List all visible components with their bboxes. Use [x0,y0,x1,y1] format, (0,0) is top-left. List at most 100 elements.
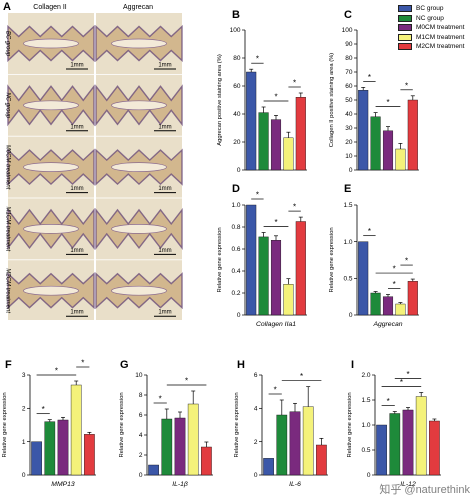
bar [84,434,95,476]
significance-star: * [368,227,371,236]
tissue-outline [95,272,183,310]
bar [389,413,401,476]
legend-label: M0CM treatment [416,24,465,32]
disc-space [23,224,79,234]
y-tick-label: 0 [237,167,241,174]
column-header: Aggrecan [123,4,153,11]
significance-star: * [185,377,188,386]
legend-item: NC group [398,14,474,24]
y-tick-label: 8 [139,392,143,399]
disc-space [111,100,167,111]
bar [295,221,306,316]
y-tick-label: 2.0 [361,372,370,379]
chart-i: I 0 0.5 1.0 1.5 2.0 Relative gene expression IL… [347,359,441,488]
y-tick-label: 0 [349,167,353,174]
y-tick-label: 20 [345,139,353,146]
significance-star: * [405,257,408,266]
legend-label: BC group [416,5,444,13]
significance-star: * [400,378,403,387]
y-tick-label: 20 [233,139,241,146]
y-tick-label: 6 [139,412,143,419]
bar [276,414,288,476]
legend-item: BC group [398,4,474,14]
y-tick-label: 0.4 [231,268,240,275]
y-tick-label: 1.5 [361,397,370,404]
y-tick-label: 40 [233,111,241,118]
y-tick-label: 60 [233,83,241,90]
tissue-outline [95,24,183,63]
legend-swatch [398,43,412,51]
histology-image: 1mm [7,13,95,74]
bar [295,96,306,171]
bar [270,119,282,171]
y-axis-label: Relative gene expression [234,392,240,457]
y-tick-label: 6 [254,372,258,379]
row-label: M1CM treatment [5,207,11,252]
bar [370,116,381,171]
bar [258,112,269,171]
histology-image: 1mm [95,74,183,136]
bar [289,411,301,476]
tissue-outline [7,272,95,310]
x-axis-label: Aggrecan [372,321,402,328]
scale-bar-label: 1mm [158,124,171,130]
significance-star: * [81,359,84,368]
bar [283,137,294,171]
y-tick-label: 100 [230,27,241,34]
panel-letter: F [5,359,12,371]
histology-image: 1mm [7,136,95,198]
legend-label: M2CM treatment [416,43,465,51]
row-label: M0CM treatment [5,145,11,190]
scale-bar-label: 1mm [70,248,83,254]
scale-bar-label: 1mm [70,124,83,130]
y-axis-label: Relative gene expression [329,227,335,292]
chart-g: G 0 2 4 6 8 10 Relative gene expression IL-1β * * [119,359,213,488]
significance-star: * [405,81,408,90]
significance-star: * [368,73,371,82]
bar [407,281,418,316]
disc-space [111,38,167,49]
x-axis-label: IL-12 [400,481,416,488]
significance-star: * [387,397,390,406]
y-tick-label: 0 [367,472,371,479]
y-tick-label: 0 [254,472,258,479]
panel-letter-a: A [3,1,11,13]
bar [402,409,414,476]
bar [283,284,294,316]
significance-star: * [55,367,58,376]
chart-h: H 0 2 4 6 Relative gene expression IL-6 * * [234,359,328,488]
bar [382,296,394,316]
scale-bar-label: 1mm [70,186,83,192]
significance-star: * [406,370,409,379]
disc-space [111,285,167,296]
y-axis-label: Relative gene expression [347,392,353,457]
y-tick-label: 4 [254,406,258,413]
y-tick-label: 2 [254,439,258,446]
tissue-outline [95,207,183,250]
chart-e: E 0 0.5 1.0 1.5 Relative gene expression Aggre… [329,183,419,328]
histology-image: 1mm [95,13,183,74]
histology-image: 1mm [7,260,95,320]
y-tick-label: 1.0 [231,202,240,209]
y-tick-label: 4 [139,432,143,439]
disc-space [23,162,79,172]
bar [187,403,199,476]
panel-letter: I [351,359,354,371]
disc-space [23,38,79,49]
x-axis-label: MMP13 [51,481,75,488]
panel-letter: B [232,9,240,21]
bar [358,89,369,171]
tissue-outline [7,24,95,63]
row-label: BC group [5,31,11,57]
legend-item: M0CM treatment [398,23,474,33]
y-tick-label: 0 [139,472,143,479]
row-label: M2CM treatment [5,268,11,313]
scale-bar-label: 1mm [158,248,171,254]
y-tick-label: 1 [22,439,26,446]
scale-bar-label: 1mm [158,63,171,69]
bar [382,130,394,171]
significance-star: * [386,98,389,107]
y-axis-label: Relative gene expression [217,227,223,292]
y-tick-label: 0.2 [231,290,240,297]
